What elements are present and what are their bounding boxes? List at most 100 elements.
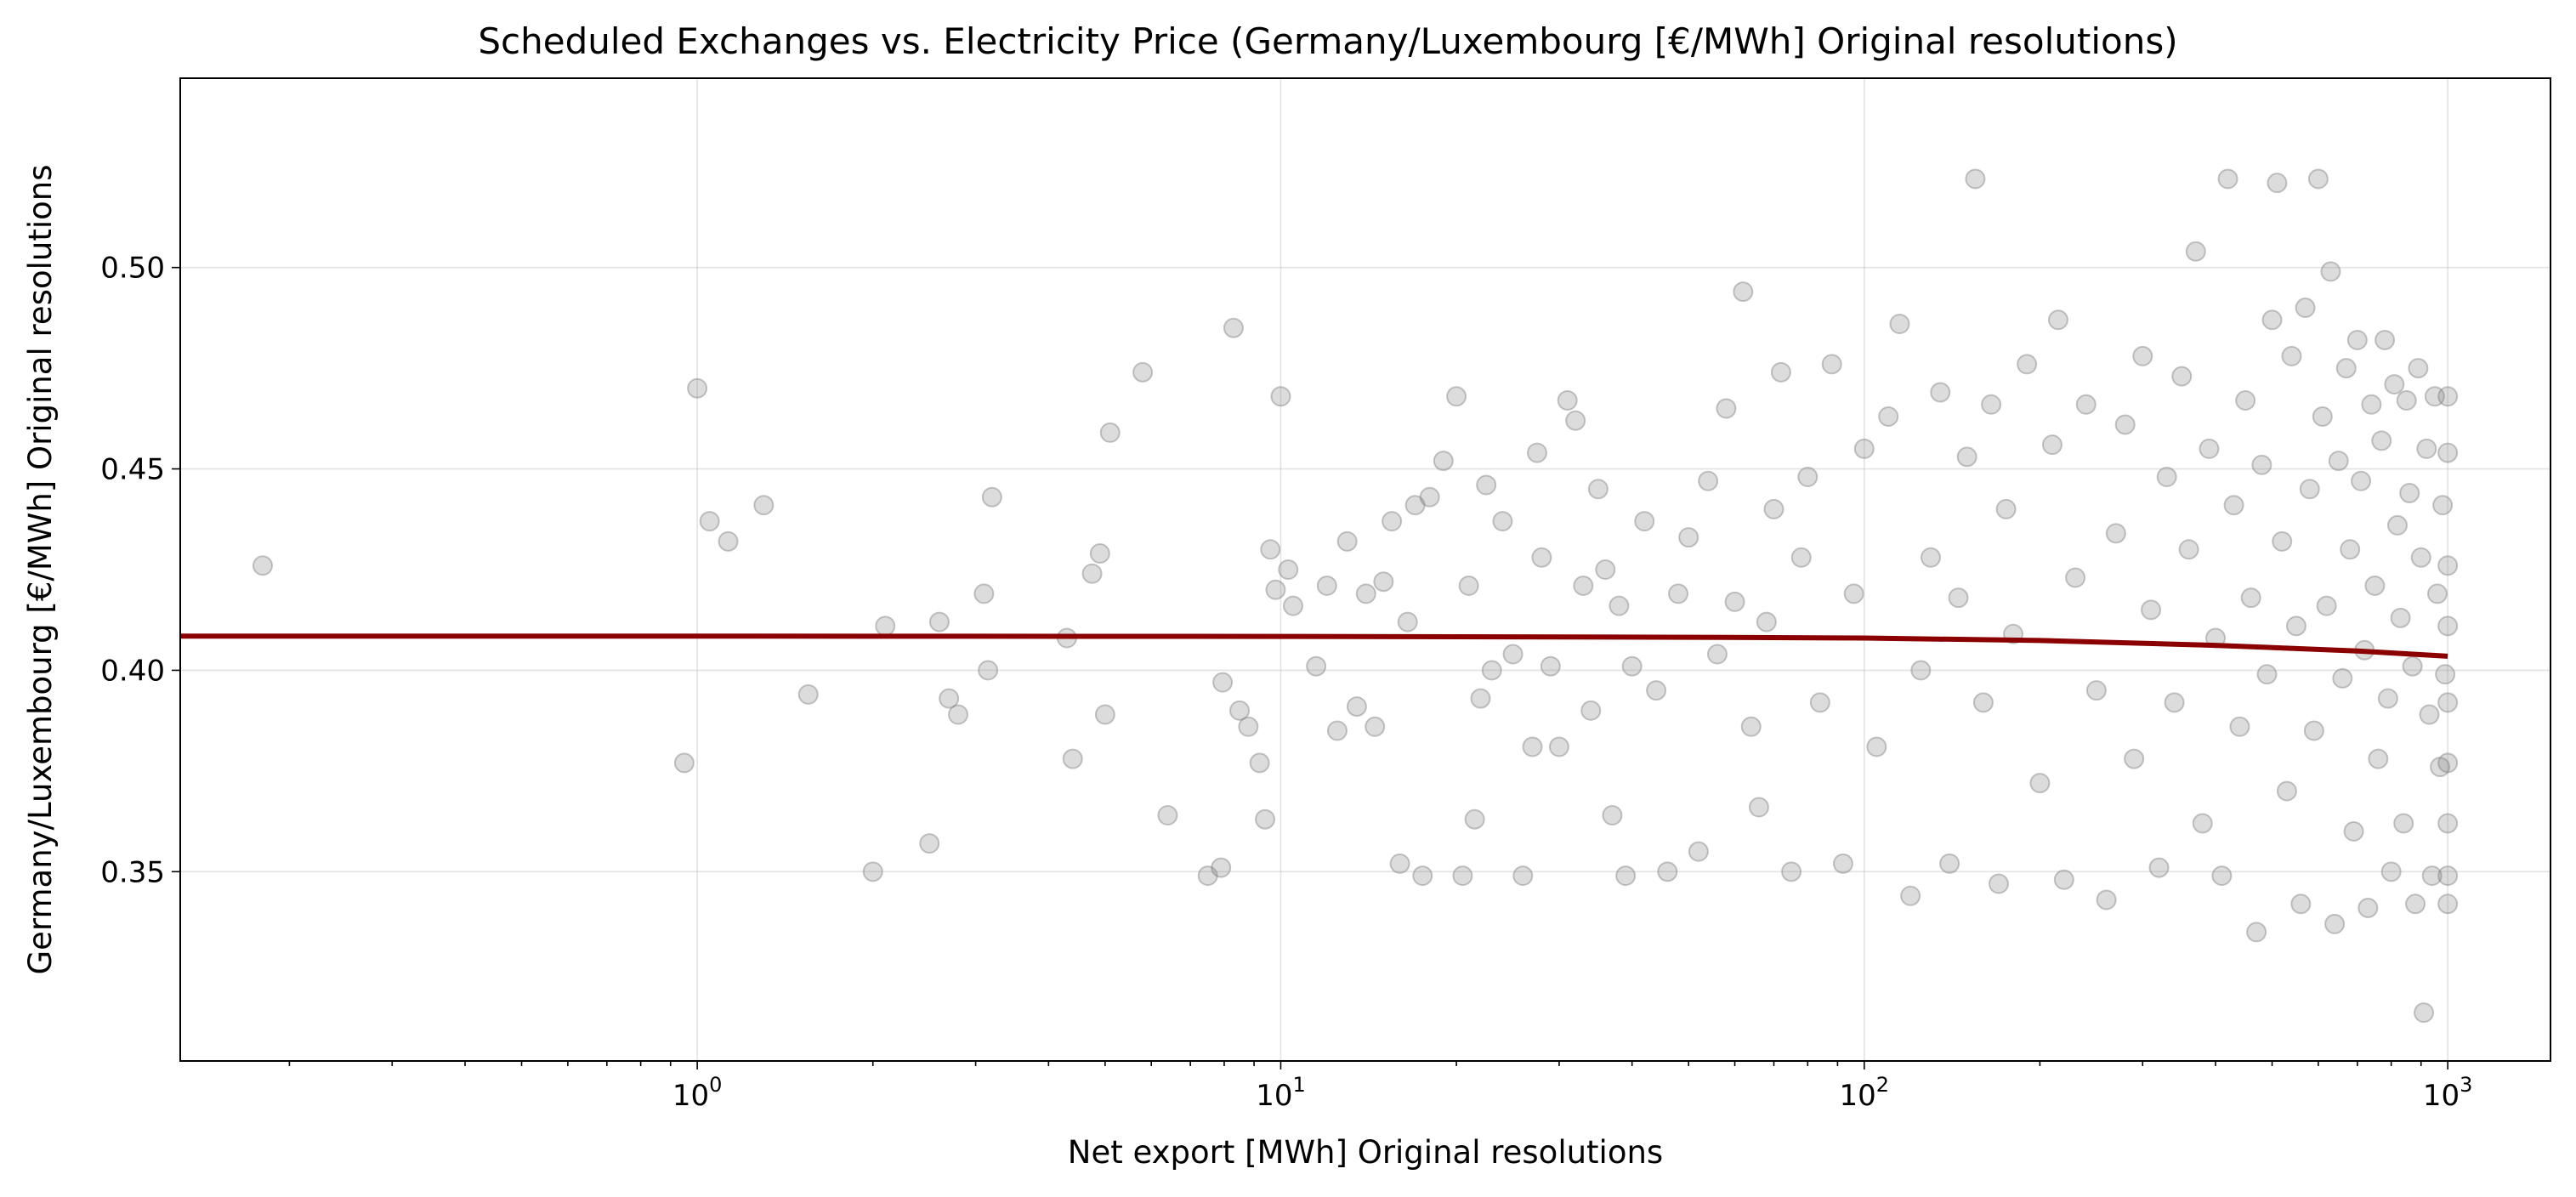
data-point (1270, 386, 1291, 407)
data-point (2320, 261, 2341, 282)
data-point (973, 583, 995, 604)
data-point (2256, 664, 2278, 685)
x-tick-label: 100 (672, 1073, 723, 1113)
data-point (2124, 748, 2145, 769)
x-tick-label: 103 (2423, 1073, 2473, 1113)
data-point (2114, 414, 2136, 435)
y-tick-label: 0.45 (100, 453, 165, 487)
data-point (1412, 865, 1433, 887)
data-point (2171, 366, 2193, 387)
data-point (1099, 422, 1121, 443)
data-point (2380, 861, 2402, 882)
data-point (1756, 611, 1777, 633)
data-point (2419, 704, 2440, 725)
data-point (2316, 595, 2337, 616)
data-point (2217, 168, 2238, 190)
data-point (2432, 495, 2454, 516)
data-point (1306, 655, 1327, 677)
data-point (1981, 394, 2002, 415)
data-point (2065, 567, 2086, 588)
data-point (2393, 813, 2414, 834)
data-point (1688, 841, 1709, 862)
data-point (2164, 692, 2185, 713)
data-point (1346, 696, 1367, 718)
data-point (2307, 168, 2329, 190)
data-point (1229, 700, 1251, 721)
data-point (2335, 358, 2357, 379)
data-point (1646, 680, 1667, 701)
data-point (1382, 511, 1403, 532)
data-point (1464, 808, 1485, 830)
data-point (2290, 893, 2312, 915)
data-point (1706, 644, 1728, 665)
data-point (2105, 523, 2126, 544)
data-point (1781, 861, 1802, 882)
data-point (1081, 563, 1103, 584)
data-point (919, 833, 940, 854)
data-point (1724, 591, 1745, 612)
axis-ticks: 0.35 0.40 0.45 0.50 100 101 102 103 (100, 252, 2472, 1113)
data-point (1889, 314, 1910, 334)
data-point (1921, 547, 1942, 568)
data-point (2276, 780, 2297, 802)
data-point (1615, 865, 1637, 887)
data-point (1481, 660, 1502, 681)
data-point (1365, 716, 1386, 737)
data-point (2343, 820, 2364, 842)
data-point (2414, 1002, 2435, 1024)
data-point (1373, 571, 1394, 593)
data-point (2408, 358, 2429, 379)
data-point (1910, 660, 1932, 681)
data-point (699, 511, 720, 532)
data-point (1790, 547, 1812, 568)
data-point (1476, 474, 1497, 496)
data-point (1089, 543, 1110, 564)
data-point (1397, 611, 1418, 633)
data-point (252, 555, 273, 576)
data-point (1763, 498, 1784, 519)
data-point (978, 660, 999, 681)
data-point (1595, 559, 1616, 580)
data-point (862, 861, 883, 882)
data-point (2178, 539, 2199, 560)
data-point (928, 611, 950, 633)
data-point (2346, 329, 2368, 350)
data-point (1452, 865, 1473, 887)
data-point (2285, 616, 2306, 637)
data-point (2041, 434, 2063, 456)
data-point (2340, 539, 2361, 560)
data-point (753, 495, 775, 516)
data-point (2324, 913, 2346, 934)
data-point (1278, 559, 1299, 580)
data-point (2437, 865, 2459, 887)
data-point (1260, 539, 1281, 560)
data-point (2223, 495, 2244, 516)
data-point (2437, 813, 2459, 834)
data-point (2085, 680, 2107, 701)
data-point (1748, 797, 1769, 818)
plot-frame (179, 77, 2551, 1062)
data-point (1094, 704, 1115, 725)
data-point (2437, 692, 2459, 713)
data-point (2426, 583, 2448, 604)
data-point (2156, 467, 2177, 488)
data-point (2430, 757, 2451, 778)
data-point (2199, 438, 2220, 459)
y-tick-label: 0.40 (100, 654, 165, 688)
trend-layer (180, 633, 2448, 659)
data-point (1255, 808, 1276, 830)
data-point (2384, 374, 2405, 395)
data-point (2303, 720, 2324, 741)
trend-line (180, 633, 2448, 659)
data-point (1866, 736, 1887, 757)
data-point (1326, 720, 1348, 741)
data-point (2141, 599, 2162, 621)
data-point (2251, 454, 2272, 475)
data-point (1668, 583, 1689, 604)
data-point (1548, 736, 1569, 757)
data-point (2029, 773, 2051, 794)
data-point (1062, 748, 1083, 769)
data-point (2299, 479, 2320, 500)
data-point (2075, 394, 2097, 415)
data-point (2416, 438, 2437, 459)
